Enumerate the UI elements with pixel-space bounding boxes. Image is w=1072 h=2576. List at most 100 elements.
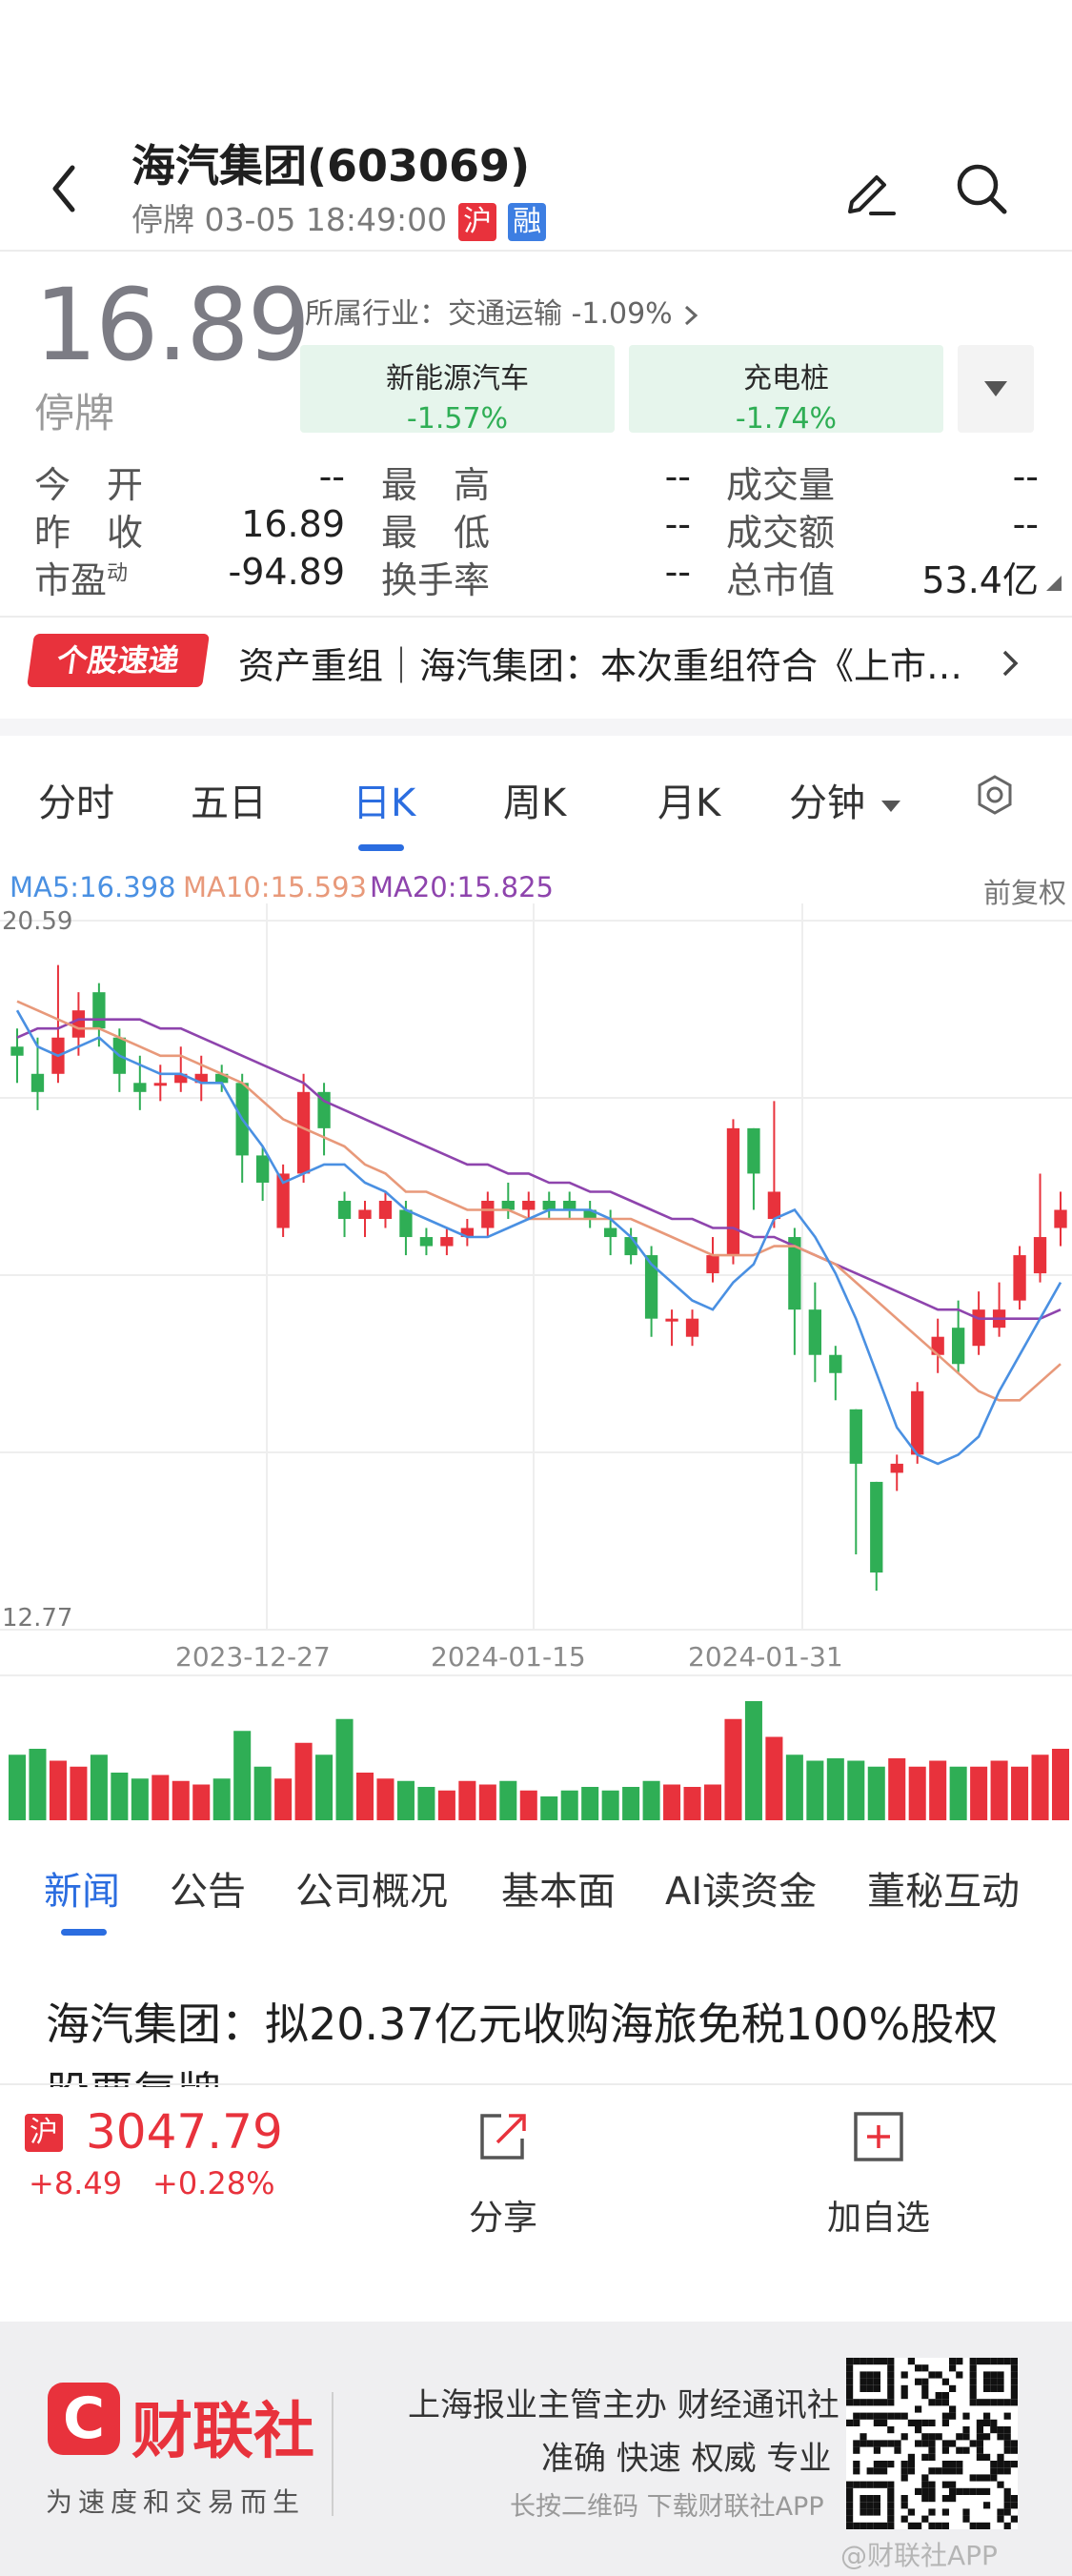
- volume-bar: [765, 1736, 783, 1820]
- volume-bar: [1031, 1755, 1049, 1820]
- candle-body: [583, 1209, 597, 1220]
- field-label: 换手率: [381, 559, 491, 601]
- active-tab-indicator: [358, 844, 404, 851]
- tab-company-profile[interactable]: 公司概况: [295, 1870, 448, 1914]
- volume-bars: [8, 1701, 1070, 1820]
- candle-body: [440, 1237, 454, 1247]
- candle-body: [215, 1073, 229, 1084]
- volume-bar: [274, 1778, 293, 1820]
- tab-announcements[interactable]: 公告: [170, 1870, 246, 1914]
- back-button[interactable]: [46, 160, 84, 217]
- candle-body: [665, 1318, 678, 1322]
- tab-intraday[interactable]: 分时: [38, 781, 114, 825]
- industry-link[interactable]: 所属行业：交通运输 -1.09%: [305, 290, 700, 332]
- volume-bar: [949, 1766, 967, 1820]
- candle-body: [624, 1237, 637, 1256]
- candle-body: [317, 1091, 331, 1128]
- volume-bar: [826, 1758, 844, 1820]
- volume-bar: [785, 1755, 803, 1820]
- candle-body: [1054, 1209, 1067, 1228]
- search-button[interactable]: [951, 158, 1012, 219]
- candle-body: [726, 1127, 740, 1256]
- candle-body: [92, 992, 106, 1029]
- volume-bar: [396, 1780, 415, 1820]
- candle-body: [788, 1237, 801, 1310]
- status-line: 停牌 03-05 18:49:00 沪融: [131, 194, 547, 241]
- triangle-down-icon: [984, 381, 1007, 396]
- field-label: 今 开: [34, 464, 144, 506]
- footer-line-2: 准确 快速 权威 专业: [541, 2440, 832, 2478]
- adjust-mode[interactable]: 前复权: [983, 877, 1067, 909]
- concept-chip-ev[interactable]: 新能源汽车 -1.57%: [300, 345, 615, 436]
- tab-fundamentals[interactable]: 基本面: [501, 1870, 616, 1914]
- index-change-pct: +0.28%: [152, 2165, 275, 2201]
- field-label: 总市值: [726, 559, 836, 601]
- volume-bar: [253, 1766, 272, 1820]
- volume-bar: [847, 1760, 865, 1820]
- volume-bar: [212, 1778, 231, 1820]
- shanghai-tag: 沪: [458, 202, 497, 241]
- news-headline[interactable]: 海汽集团：拟20.37亿元收购海旅免税100%股权: [46, 1998, 999, 2050]
- share-button[interactable]: 分享: [469, 2199, 538, 2238]
- news-flash-badge: 个股速递: [27, 634, 210, 687]
- chip-change: -1.57%: [406, 402, 509, 436]
- tab-monthly-k[interactable]: 月K: [657, 781, 721, 825]
- tab-weekly-k[interactable]: 周K: [503, 781, 567, 825]
- index-value[interactable]: 3047.79: [86, 2104, 283, 2160]
- news-flash-text[interactable]: 资产重组｜海汽集团：本次重组符合《上市…: [238, 645, 963, 687]
- tab-secretary-qa[interactable]: 董秘互动: [867, 1870, 1020, 1914]
- volume-bar: [437, 1790, 455, 1820]
- tab-daily-k[interactable]: 日K: [353, 781, 416, 825]
- search-icon: [957, 164, 1007, 214]
- field-value: --: [1012, 456, 1039, 497]
- tab-minute[interactable]: 分钟: [789, 772, 904, 827]
- more-concepts-button[interactable]: [958, 345, 1034, 433]
- ma10-legend: MA10:15.593: [183, 871, 368, 903]
- candle-body: [706, 1255, 719, 1274]
- kline-chart[interactable]: 20.59 12.77: [0, 903, 1072, 1828]
- ma20-line: [16, 1018, 1062, 1321]
- candle-body: [378, 1200, 393, 1220]
- volume-bar: [172, 1780, 190, 1820]
- candle-body: [767, 1191, 781, 1220]
- field-label-sup: 动: [107, 561, 129, 586]
- candle-body: [460, 1227, 475, 1238]
- back-arrow-icon: [52, 165, 75, 213]
- corner-triangle-icon: [1046, 576, 1062, 591]
- tab-minute-label: 分钟: [789, 781, 865, 825]
- candle-body: [1033, 1237, 1047, 1274]
- candle-body: [1013, 1255, 1026, 1301]
- settings-icon: [978, 775, 1012, 815]
- volume-bar: [8, 1755, 27, 1820]
- qr-code-image[interactable]: [846, 2358, 1018, 2529]
- volume-bar: [131, 1778, 149, 1820]
- candle-body: [644, 1255, 658, 1319]
- chevron-right-icon[interactable]: [999, 648, 1021, 679]
- status-text: 停牌 03-05 18:49:00: [131, 201, 448, 238]
- chip-name: 充电桩: [743, 362, 829, 396]
- concept-chip-charging[interactable]: 充电桩 -1.74%: [629, 345, 943, 436]
- volume-bar: [192, 1784, 211, 1820]
- add-watchlist-button[interactable]: 加自选: [827, 2199, 931, 2238]
- volume-bar: [29, 1749, 47, 1820]
- volume-bar: [990, 1760, 1008, 1820]
- candle-body: [563, 1200, 576, 1210]
- tab-ai-capital[interactable]: AI读资金: [665, 1870, 818, 1914]
- tab-news[interactable]: 新闻: [44, 1870, 120, 1914]
- ma20-legend: MA20:15.825: [370, 871, 555, 903]
- volume-bar: [519, 1790, 537, 1820]
- field-value: --: [664, 503, 691, 545]
- candle-body: [255, 1155, 270, 1183]
- field-label: 成交量: [726, 464, 836, 506]
- candle-body: [399, 1209, 413, 1238]
- volume-bar: [622, 1787, 640, 1820]
- edit-button[interactable]: [839, 160, 900, 221]
- news-headline-second-line[interactable]: 股票复牌: [46, 2059, 221, 2087]
- chart-settings-button[interactable]: [974, 774, 1016, 820]
- add-watch-icon-wrap[interactable]: [850, 2108, 907, 2169]
- volume-bar: [970, 1766, 988, 1820]
- margin-tag: 融: [508, 202, 547, 241]
- share-icon-wrap[interactable]: [473, 2106, 534, 2171]
- tab-five-day[interactable]: 五日: [191, 781, 267, 825]
- volume-bar: [478, 1784, 496, 1820]
